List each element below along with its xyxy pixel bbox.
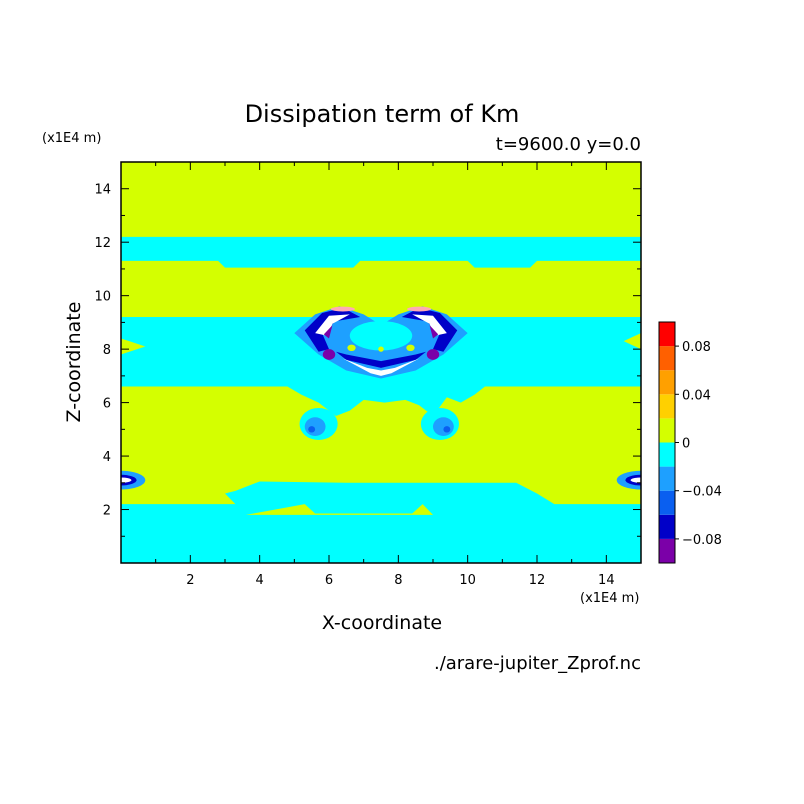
x-axis-ticks: 2 4 6 8 10 12 14 xyxy=(155,162,642,588)
vortex-left-purple xyxy=(323,325,333,339)
colorbar-segment xyxy=(659,394,675,419)
lower-lobe-center xyxy=(308,426,316,433)
y-tick-label: 14 xyxy=(94,183,111,198)
vortex-right-purple xyxy=(429,325,439,339)
colorbar-segment xyxy=(659,346,675,371)
colorbar-labels: 0.08 0.04 0 −0.04 −0.08 xyxy=(675,340,722,548)
vortex-right-spot xyxy=(426,349,440,360)
colorbar-label: 0.08 xyxy=(682,340,711,355)
plot-border xyxy=(120,161,642,564)
y-tick-label: 12 xyxy=(94,236,111,251)
band-negative-lower xyxy=(121,481,641,563)
lower-lobe-center xyxy=(443,426,451,433)
y-tick-label: 6 xyxy=(103,397,111,412)
colorbar-segment xyxy=(659,538,675,563)
vortex-left-pink xyxy=(330,306,355,312)
x-tick-label: 4 xyxy=(256,573,264,588)
colorbar-segment xyxy=(659,322,675,347)
x-tick-label: 2 xyxy=(186,573,194,588)
chart-title: Dissipation term of Km xyxy=(245,100,520,128)
colorbar-segment xyxy=(659,418,675,443)
x-tick-label: 14 xyxy=(598,573,615,588)
vortex-left-white xyxy=(315,314,350,336)
lower-lobe-core xyxy=(304,417,326,437)
vortex-lower-arc xyxy=(335,351,427,368)
x-axis-label: X-coordinate xyxy=(322,612,442,634)
y-axis-ticks: 2 4 6 8 10 12 14 xyxy=(94,161,641,537)
colorbar-label: 0 xyxy=(682,437,690,452)
y-tick-label: 8 xyxy=(103,343,111,358)
vortex-right-white xyxy=(412,314,447,336)
y-unit-label: (x1E4 m) xyxy=(42,131,101,146)
lower-lobe-core xyxy=(433,417,454,437)
colorbar-segment xyxy=(659,466,675,491)
edge-lobe-center xyxy=(121,477,132,483)
vortex-eye-center xyxy=(378,346,384,352)
x-tick-label: 10 xyxy=(459,573,476,588)
band-negative-upper xyxy=(121,236,641,268)
x-tick-label: 8 xyxy=(394,573,402,588)
vortex-left-spot xyxy=(322,349,336,360)
vortex-eye-left xyxy=(347,344,356,352)
colorbar-segment xyxy=(659,370,675,395)
colorbar-segment xyxy=(659,490,675,515)
source-file-label: ./arare-jupiter_Zprof.nc xyxy=(434,653,641,674)
vortex-left-arm xyxy=(304,307,361,352)
y-tick-label: 10 xyxy=(94,290,111,305)
colorbar-segment xyxy=(659,514,675,539)
chart-subtitle: t=9600.0 y=0.0 xyxy=(496,134,641,155)
vortex-right-pink xyxy=(407,306,432,312)
x-unit-label: (x1E4 m) xyxy=(580,591,639,606)
y-tick-label: 4 xyxy=(103,450,111,465)
edge-lobe-center xyxy=(630,477,641,483)
plot-frame xyxy=(120,161,642,564)
y-axis-label: Z-coordinate xyxy=(63,302,85,423)
vortex-right-arm xyxy=(401,307,458,352)
y-tick-label: 2 xyxy=(103,504,111,519)
colorbar-label: −0.08 xyxy=(682,533,722,548)
colorbar-label: −0.04 xyxy=(682,485,722,500)
x-tick-label: 6 xyxy=(325,573,333,588)
vortex-lower-white xyxy=(342,358,420,376)
vortex-eye-right xyxy=(406,344,415,352)
band-positive-notch xyxy=(245,504,433,515)
x-tick-label: 12 xyxy=(529,573,546,588)
colorbar-segment xyxy=(659,442,675,467)
colorbar-label: 0.04 xyxy=(682,388,711,403)
colorbar xyxy=(658,321,676,564)
contour-fill xyxy=(121,162,641,563)
vortex-center xyxy=(349,321,413,351)
